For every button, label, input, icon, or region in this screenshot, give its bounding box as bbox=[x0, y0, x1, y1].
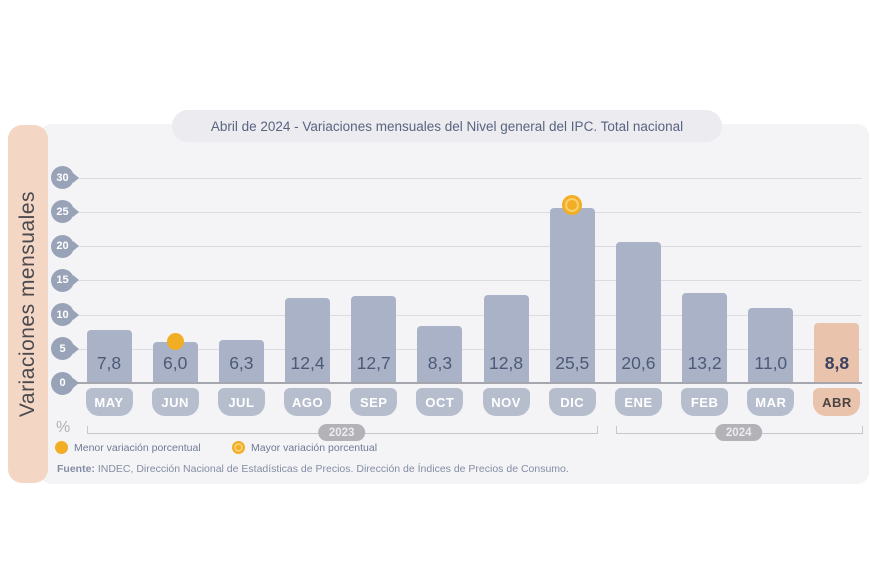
bar-nov bbox=[483, 295, 529, 383]
gridline-5 bbox=[78, 348, 862, 350]
bar-jul bbox=[218, 339, 264, 383]
legend-item-min: Menor variación porcentual bbox=[55, 441, 201, 454]
source-note: Fuente: INDEC, Dirección Nacional de Est… bbox=[57, 463, 569, 475]
month-badge-sep: SEP bbox=[350, 388, 398, 416]
y-axis-tick-15: 15 bbox=[51, 268, 74, 292]
y-axis-title-band: Variaciones mensuales bbox=[8, 125, 48, 483]
bar-value-ene: 20,6 bbox=[621, 353, 656, 373]
chart-title-pill: Abril de 2024 - Variaciones mensuales de… bbox=[172, 110, 722, 142]
month-badge-dic: DIC bbox=[548, 388, 596, 416]
y-axis-tick-20: 20 bbox=[51, 234, 74, 258]
bar-dic bbox=[549, 208, 595, 383]
month-badge-jun: JUN bbox=[151, 388, 199, 416]
legend-min-label: Menor variación porcentual bbox=[74, 441, 201, 454]
bar-value-feb: 13,2 bbox=[687, 353, 722, 373]
month-badge-feb: FEB bbox=[681, 388, 729, 416]
month-badge-mar: MAR bbox=[747, 388, 795, 416]
bar-ene bbox=[615, 241, 661, 383]
bar-value-sep: 12,7 bbox=[356, 353, 391, 373]
min-marker-dot bbox=[166, 333, 184, 351]
bar-value-dic: 25,5 bbox=[555, 353, 590, 373]
month-badge-oct: OCT bbox=[416, 388, 464, 416]
gridline-30 bbox=[78, 177, 862, 179]
gridline-0 bbox=[78, 382, 862, 384]
year-pill-2023: 2023 bbox=[317, 424, 366, 441]
month-badge-ene: ENE bbox=[614, 388, 662, 416]
month-badge-jul: JUL bbox=[217, 388, 265, 416]
bar-value-ago: 12,4 bbox=[290, 353, 325, 373]
chart-title: Abril de 2024 - Variaciones mensuales de… bbox=[210, 118, 684, 134]
gridline-15 bbox=[78, 280, 862, 282]
legend-item-max: Mayor variación porcentual bbox=[232, 441, 377, 454]
y-axis-title: Variaciones mensuales bbox=[16, 190, 39, 418]
bar-value-nov: 12,8 bbox=[489, 353, 524, 373]
bar-sep bbox=[351, 296, 397, 383]
bar-value-may: 7,8 bbox=[96, 353, 122, 373]
max-marker-legend-icon bbox=[232, 441, 245, 454]
source-text: INDEC, Dirección Nacional de Estadística… bbox=[94, 463, 569, 475]
bar-value-mar: 11,0 bbox=[754, 353, 788, 373]
source-prefix: Fuente: bbox=[57, 463, 95, 475]
bar-value-oct: 8,3 bbox=[427, 353, 453, 373]
bar-ago bbox=[285, 298, 331, 383]
bar-oct bbox=[417, 326, 463, 383]
y-axis-tick-30: 30 bbox=[51, 166, 74, 189]
y-axis-tick-10: 10 bbox=[51, 303, 74, 326]
bar-feb bbox=[682, 292, 728, 383]
y-axis-tick-0: 0 bbox=[51, 371, 74, 395]
bar-mar bbox=[748, 307, 794, 383]
legend-max-label: Mayor variación porcentual bbox=[251, 441, 378, 454]
y-axis-tick-5: 5 bbox=[51, 337, 74, 361]
month-badge-abr: ABR bbox=[813, 388, 861, 416]
max-marker-dot bbox=[562, 195, 583, 216]
bar-value-jul: 6,3 bbox=[229, 353, 254, 373]
month-badge-nov: NOV bbox=[482, 388, 530, 416]
month-badge-may: MAY bbox=[85, 388, 133, 416]
bar-abr bbox=[814, 322, 860, 383]
unit-label: % bbox=[56, 419, 71, 436]
year-pill-2024: 2024 bbox=[714, 424, 763, 441]
gridline-20 bbox=[78, 246, 862, 247]
y-axis-tick-25: 25 bbox=[51, 200, 74, 224]
bar-value-jun: 6,0 bbox=[163, 353, 188, 373]
bar-may bbox=[86, 329, 132, 383]
bar-value-abr: 8,8 bbox=[824, 353, 850, 373]
gridline-25 bbox=[78, 211, 862, 213]
min-marker-legend-icon bbox=[55, 441, 68, 454]
month-badge-ago: AGO bbox=[284, 388, 332, 416]
gridline-10 bbox=[78, 314, 862, 316]
